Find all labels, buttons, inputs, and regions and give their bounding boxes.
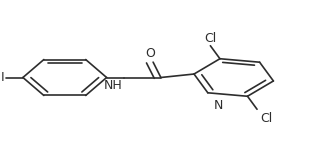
Text: O: O (145, 47, 155, 60)
Text: Cl: Cl (204, 32, 216, 45)
Text: N: N (214, 99, 223, 112)
Text: NH: NH (103, 79, 122, 92)
Text: Cl: Cl (260, 112, 272, 125)
Text: I: I (1, 71, 4, 84)
